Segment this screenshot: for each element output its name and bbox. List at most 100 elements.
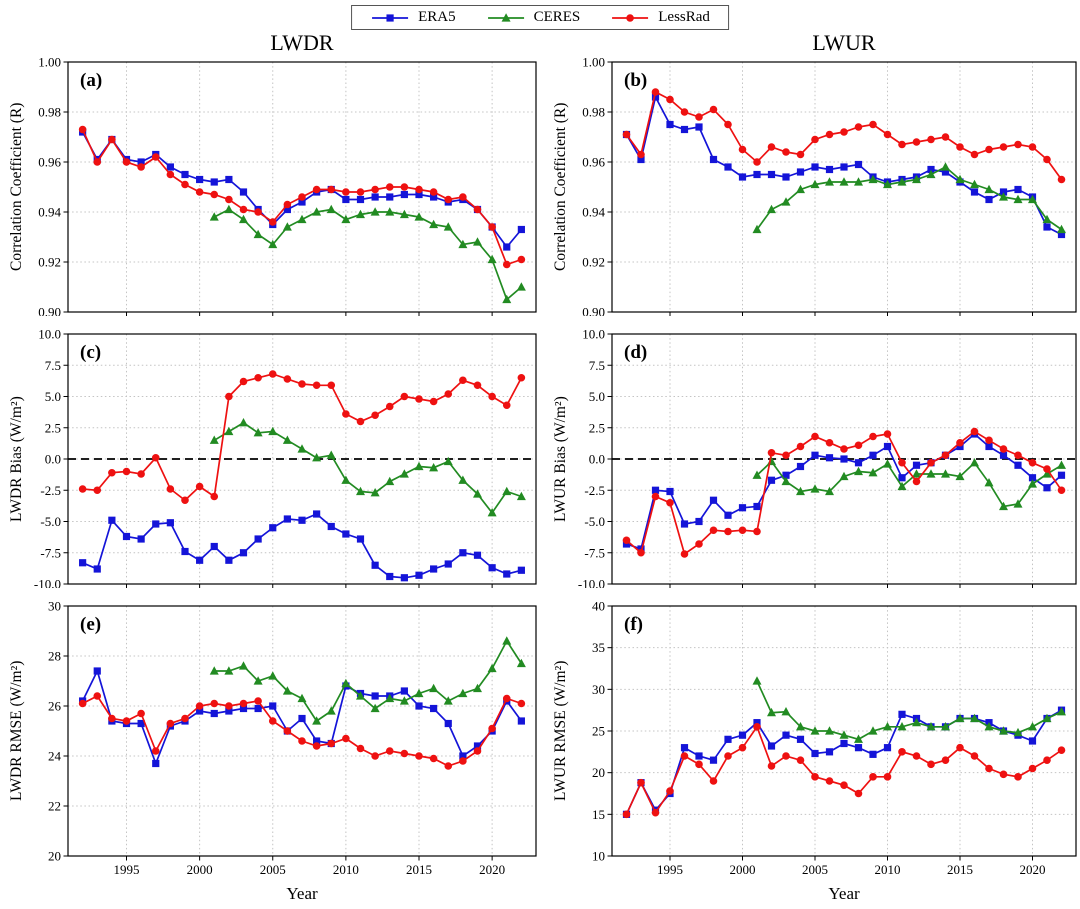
- svg-text:22: 22: [48, 799, 61, 814]
- y-axis-label-c: LWDR Bias (W/m²): [8, 396, 25, 522]
- chart-lwur-correlation: 0.90 0.92 0.94 0.96 0.98 1.00: [582, 58, 1077, 317]
- svg-text:24: 24: [48, 749, 62, 764]
- svg-text:0.0: 0.0: [45, 452, 61, 467]
- svg-text:30: 30: [48, 602, 61, 614]
- svg-text:5.0: 5.0: [589, 389, 605, 404]
- svg-text:-5.0: -5.0: [584, 514, 605, 529]
- panel-letter-b: (b): [624, 70, 648, 91]
- y-axis-label-a: Correlation Coefficient (R): [8, 102, 25, 272]
- chart-lwdr-correlation: 0.90 0.92 0.94 0.96 0.98 1.00: [38, 58, 537, 317]
- svg-text:40: 40: [592, 602, 605, 614]
- svg-text:2015: 2015: [947, 862, 973, 877]
- svg-text:35: 35: [592, 640, 605, 655]
- series-ERA5: [81, 131, 523, 249]
- svg-text:2005: 2005: [802, 862, 828, 877]
- chart-lwur-bias: -10.0 -7.5 -5.0 -2.5 0.0 2.5 5.0 7.5 10.0: [578, 330, 1077, 589]
- series-CERES: [214, 639, 523, 723]
- panel-letter-c: (c): [80, 342, 102, 363]
- panel-letter-e: (e): [80, 614, 102, 635]
- legend-item-ceres: CERES: [486, 9, 581, 26]
- svg-text:2010: 2010: [333, 862, 359, 877]
- y-axis-label-b: Correlation Coefficient (R): [552, 102, 569, 272]
- svg-text:25: 25: [592, 724, 605, 739]
- series-CERES: [756, 680, 1062, 741]
- svg-text:-7.5: -7.5: [40, 545, 61, 560]
- chart-lwdr-bias: -10.0 -7.5 -5.0 -2.5 0.0 2.5 5.0 7.5 10.0: [34, 330, 537, 589]
- svg-text:28: 28: [48, 649, 61, 664]
- svg-text:0.96: 0.96: [38, 155, 61, 170]
- panel-e: LWDR RMSE (W/m²) 1995 2000 2005 2010 2015 202…: [0, 602, 540, 906]
- svg-text:20: 20: [592, 765, 605, 780]
- svg-text:-2.5: -2.5: [584, 483, 605, 498]
- svg-text:15: 15: [592, 807, 605, 822]
- panel-a: Correlation Coefficient (R) 0.90 0.92 0.94…: [0, 58, 540, 316]
- svg-text:0.90: 0.90: [582, 305, 605, 317]
- panel-c: LWDR Bias (W/m²) -10.0 -7.5 -5.0 -2.5 0.0 2.5…: [0, 330, 540, 588]
- svg-text:-10.0: -10.0: [34, 577, 61, 589]
- ceres-triangle-marker-icon: [487, 12, 524, 22]
- svg-text:1995: 1995: [657, 862, 683, 877]
- svg-text:0.98: 0.98: [38, 105, 61, 120]
- panel-f: LWUR RMSE (W/m²) 1995 2000 2005 2010 2015 202…: [540, 602, 1080, 906]
- era5-square-marker-icon: [372, 13, 409, 22]
- series-CERES: [756, 460, 1062, 508]
- legend-label-lessrad: LessRad: [658, 9, 710, 25]
- svg-text:1.00: 1.00: [582, 58, 605, 70]
- panel-letter-f: (f): [624, 614, 643, 635]
- svg-text:20: 20: [48, 849, 61, 864]
- svg-text:-7.5: -7.5: [584, 545, 605, 560]
- svg-text:2020: 2020: [479, 862, 505, 877]
- svg-text:-5.0: -5.0: [40, 514, 61, 529]
- svg-text:0.92: 0.92: [582, 255, 605, 270]
- svg-text:0.94: 0.94: [582, 205, 605, 220]
- y-axis-label-f: LWUR RMSE (W/m²): [552, 660, 569, 802]
- svg-text:26: 26: [48, 699, 62, 714]
- svg-text:2010: 2010: [875, 862, 901, 877]
- svg-text:1.00: 1.00: [38, 58, 61, 70]
- svg-text:-2.5: -2.5: [40, 483, 61, 498]
- legend-item-era5: ERA5: [370, 9, 456, 26]
- legend-label-era5: ERA5: [418, 9, 456, 25]
- legend-label-ceres: CERES: [533, 9, 581, 25]
- svg-text:7.5: 7.5: [45, 358, 61, 373]
- svg-text:0.94: 0.94: [38, 205, 61, 220]
- svg-text:30: 30: [592, 682, 605, 697]
- svg-text:10.0: 10.0: [582, 330, 605, 342]
- svg-text:5.0: 5.0: [45, 389, 61, 404]
- svg-text:0.96: 0.96: [582, 155, 605, 170]
- y-axis-label-e: LWDR RMSE (W/m²): [8, 660, 25, 802]
- legend-item-lessrad: LessRad: [610, 9, 710, 26]
- chart-lwur-rmse: 1995 2000 2005 2010 2015 2020 10 15 20 25 30 35 40: [592, 602, 1077, 877]
- svg-text:0.90: 0.90: [38, 305, 61, 317]
- svg-text:2020: 2020: [1020, 862, 1046, 877]
- panel-b: Correlation Coefficient (R) 0.90 0.92 0.94…: [540, 58, 1080, 316]
- y-axis-label-d: LWUR Bias (W/m²): [552, 396, 569, 522]
- panel-d: LWUR Bias (W/m²) -10.0 -7.5 -5.0 -2.5 0.0 2.5…: [540, 330, 1080, 588]
- lessrad-circle-marker-icon: [612, 13, 649, 22]
- svg-text:0.92: 0.92: [38, 255, 61, 270]
- legend: ERA5 CERES LessRad: [351, 5, 729, 30]
- x-axis-label-right: Year: [828, 884, 860, 903]
- x-axis-label-left: Year: [286, 884, 318, 903]
- svg-text:7.5: 7.5: [589, 358, 605, 373]
- panel-letter-d: (d): [624, 342, 648, 363]
- svg-text:2015: 2015: [406, 862, 432, 877]
- panel-letter-a: (a): [80, 70, 103, 91]
- series-LessRad: [82, 373, 523, 502]
- column-title-lwdr: LWDR: [270, 30, 334, 55]
- svg-text:10: 10: [592, 849, 605, 864]
- svg-text:10.0: 10.0: [38, 330, 61, 342]
- svg-text:2000: 2000: [730, 862, 756, 877]
- series-CERES: [213, 421, 522, 515]
- svg-text:-10.0: -10.0: [578, 577, 605, 589]
- svg-text:2.5: 2.5: [45, 420, 61, 435]
- svg-text:2005: 2005: [260, 862, 286, 877]
- series-ERA5: [625, 709, 1062, 815]
- svg-text:2.5: 2.5: [589, 420, 605, 435]
- series-CERES: [213, 208, 522, 301]
- svg-text:2000: 2000: [187, 862, 213, 877]
- svg-text:1995: 1995: [114, 862, 140, 877]
- svg-text:0.0: 0.0: [589, 452, 605, 467]
